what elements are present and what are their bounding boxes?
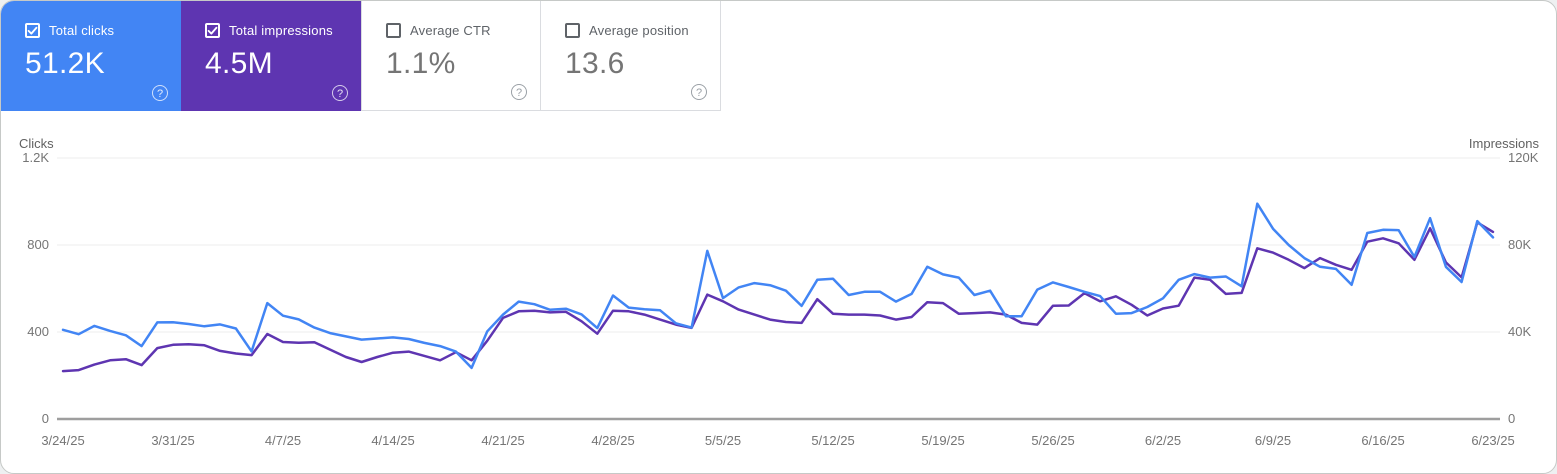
x-axis-tick-label: 4/21/25 <box>481 433 525 448</box>
right-axis-tick-label: 80K <box>1508 237 1532 252</box>
x-axis-tick-label: 3/24/25 <box>41 433 85 448</box>
x-axis-tick-label: 6/9/25 <box>1254 433 1292 448</box>
checkmark-icon <box>207 26 218 35</box>
average-ctr-checkbox[interactable] <box>386 23 401 38</box>
performance-chart[interactable]: Clicks Impressions 0 400 800 1.2K 0 40K 80K 12… <box>1 111 1556 473</box>
x-axis-tick-label: 3/31/25 <box>151 433 195 448</box>
total-impressions-checkbox[interactable] <box>205 23 220 38</box>
help-icon[interactable]: ? <box>332 85 348 101</box>
checkmark-icon <box>27 26 38 35</box>
total-impressions-value: 4.5M <box>205 47 273 80</box>
left-axis-tick-label: 0 <box>41 411 49 426</box>
metric-cards-row: Total clicks 51.2K ? Total impressions 4… <box>1 1 721 111</box>
clicks-line <box>61 202 1495 370</box>
x-axis-tick-label: 5/19/25 <box>921 433 965 448</box>
average-ctr-card[interactable]: Average CTR 1.1% ? <box>361 1 541 111</box>
x-axis-tick-label: 4/28/25 <box>591 433 635 448</box>
left-axis-tick-label: 1.2K <box>22 150 49 165</box>
x-axis-tick-label: 5/12/25 <box>811 433 855 448</box>
average-position-card[interactable]: Average position 13.6 ? <box>541 1 721 111</box>
card-label: Average position <box>589 23 689 38</box>
right-axis-tick-label: 40K <box>1508 324 1532 339</box>
chart-svg <box>57 157 1500 421</box>
card-label: Total clicks <box>49 23 115 38</box>
total-impressions-card[interactable]: Total impressions 4.5M ? <box>181 1 361 111</box>
x-axis-tick-label: 6/16/25 <box>1361 433 1405 448</box>
left-axis-tick-label: 400 <box>27 324 49 339</box>
right-axis-tick-label: 0 <box>1508 411 1516 426</box>
x-axis-tick-label: 6/2/25 <box>1144 433 1182 448</box>
left-axis-tick-label: 800 <box>27 237 49 252</box>
right-axis-title: Impressions <box>1468 136 1539 151</box>
x-axis-tick-label: 5/26/25 <box>1031 433 1075 448</box>
x-axis-tick-label: 6/23/25 <box>1471 433 1515 448</box>
impressions-line <box>61 221 1495 373</box>
average-position-value: 13.6 <box>565 47 625 80</box>
help-icon[interactable]: ? <box>152 85 168 101</box>
card-label: Total impressions <box>229 23 333 38</box>
help-icon[interactable]: ? <box>691 84 707 100</box>
average-position-checkbox[interactable] <box>565 23 580 38</box>
total-clicks-card[interactable]: Total clicks 51.2K ? <box>1 1 181 111</box>
help-icon[interactable]: ? <box>511 84 527 100</box>
x-axis-tick-label: 4/14/25 <box>371 433 415 448</box>
left-axis-title: Clicks <box>19 136 54 151</box>
right-axis-tick-label: 120K <box>1508 150 1539 165</box>
card-label: Average CTR <box>410 23 491 38</box>
total-clicks-checkbox[interactable] <box>25 23 40 38</box>
x-axis-tick-label: 4/7/25 <box>264 433 302 448</box>
total-clicks-value: 51.2K <box>25 47 105 80</box>
average-ctr-value: 1.1% <box>386 47 456 80</box>
x-axis-tick-label: 5/5/25 <box>704 433 742 448</box>
